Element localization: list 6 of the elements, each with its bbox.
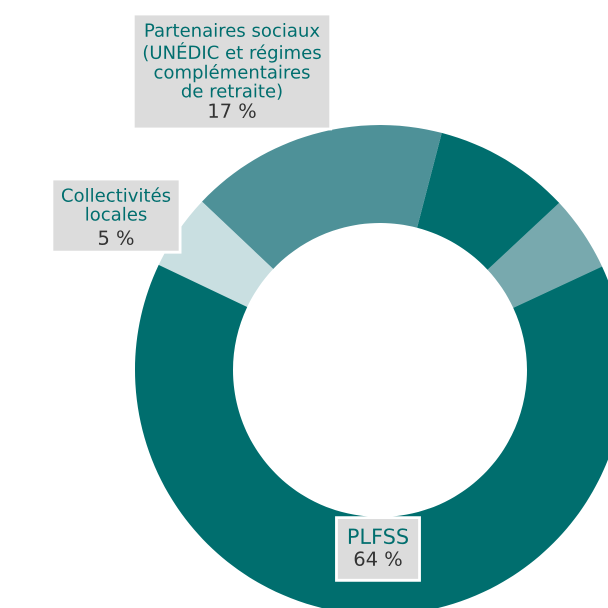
slice-label: PLFSS xyxy=(348,528,408,544)
data-label: 5 % xyxy=(98,230,134,246)
data-label: 17 % xyxy=(209,103,256,118)
slice-label: Partenaires sociaux (UNÉDIC et régimes complémentaires de retraite) xyxy=(144,23,321,100)
slice-label: Collectivités locales xyxy=(62,187,170,221)
data-label: 64 % xyxy=(354,551,402,566)
